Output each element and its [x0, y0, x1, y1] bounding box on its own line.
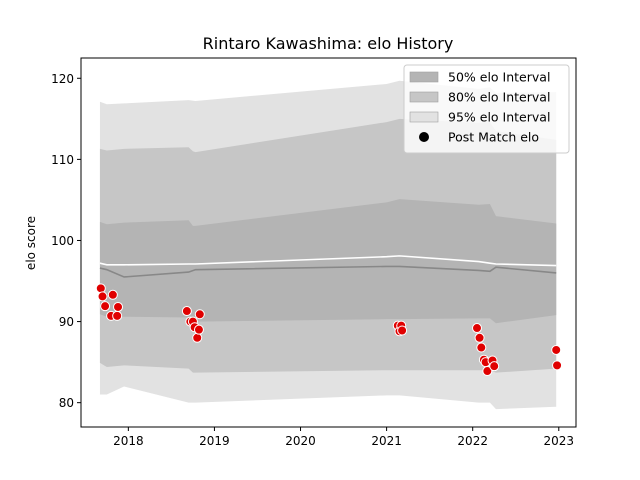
- y-axis-ticks: 80 90 100 110 120: [51, 72, 81, 410]
- elo-median-line: [99, 265, 557, 278]
- post-match-point: [552, 360, 563, 371]
- post-match-point: [113, 301, 124, 312]
- x-tick-label: 2022: [457, 434, 488, 448]
- post-match-point: [194, 309, 205, 320]
- y-tick-label: 100: [51, 234, 74, 248]
- axes-frame: [80, 57, 577, 428]
- legend-swatch: [409, 71, 439, 83]
- x-tick-label: 2023: [544, 434, 575, 448]
- y-axis-label: elo score: [24, 216, 38, 270]
- y-tick-label: 90: [59, 315, 74, 329]
- legend-label: 95% elo Interval: [448, 110, 550, 125]
- chart-title: Rintaro Kawashima: elo History: [203, 34, 454, 53]
- band-50pct-elo-interval: [99, 199, 557, 324]
- x-tick-label: 2019: [199, 434, 230, 448]
- legend-box: [403, 64, 570, 154]
- legend-swatch: [409, 111, 439, 123]
- y-tick-label: 110: [51, 153, 74, 167]
- post-match-point: [489, 361, 500, 372]
- post-match-point: [193, 324, 204, 335]
- legend-label: Post Match elo: [448, 130, 539, 145]
- interval-bands: [99, 80, 557, 410]
- legend-label: 50% elo Interval: [448, 70, 550, 85]
- x-tick-label: 2020: [285, 434, 316, 448]
- legend-entry-95pct-elo-interval: 95% elo Interval: [409, 110, 550, 125]
- legend-entry-50pct-elo-interval: 50% elo Interval: [409, 70, 550, 85]
- post-match-point: [482, 366, 493, 377]
- elo-lines: [99, 255, 557, 278]
- y-tick-label: 80: [59, 396, 74, 410]
- y-tick-label: 120: [51, 72, 74, 86]
- legend-entry-80pct-elo-interval: 80% elo Interval: [409, 90, 550, 105]
- post-match-point: [181, 306, 192, 317]
- post-match-point: [100, 301, 111, 312]
- legend-label: 80% elo Interval: [448, 90, 550, 105]
- post-match-point: [112, 310, 123, 321]
- legend-marker: [419, 132, 429, 142]
- post-match-point: [476, 342, 487, 353]
- x-tick-label: 2018: [113, 434, 144, 448]
- post-match-point: [397, 325, 408, 336]
- post-match-point: [97, 291, 108, 302]
- elo-mean-line: [99, 255, 557, 267]
- post-match-point: [551, 344, 562, 355]
- x-tick-label: 2021: [371, 434, 402, 448]
- post-match-point: [95, 283, 106, 294]
- post-match-point: [192, 332, 203, 343]
- x-axis-ticks: 2018 2019 2020 2021 2022 2023: [113, 427, 574, 448]
- post-match-point: [107, 289, 118, 300]
- legend-entry-post-match-elo: Post Match elo: [419, 130, 539, 145]
- legend-swatch: [409, 91, 439, 103]
- legend: 50% elo Interval 80% elo Interval 95% elo …: [403, 64, 570, 154]
- post-match-point: [472, 323, 482, 334]
- post-match-points: [95, 283, 563, 377]
- post-match-point: [474, 332, 485, 343]
